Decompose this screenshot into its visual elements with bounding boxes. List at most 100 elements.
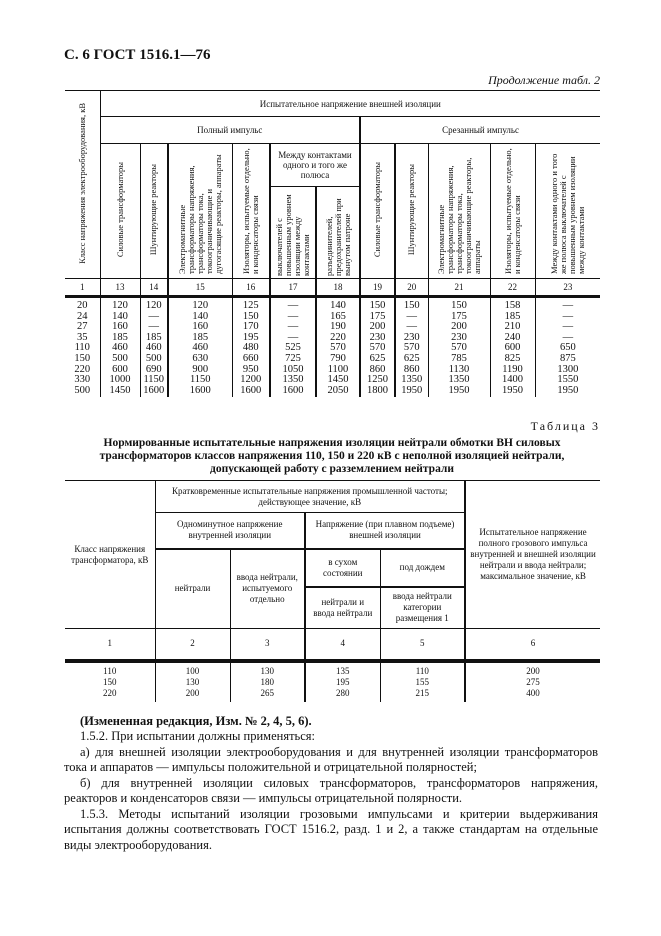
- table-cell: 785: [451, 352, 467, 364]
- table-cell: 130: [260, 665, 275, 676]
- table-cell: 160: [112, 321, 128, 333]
- table-cell: 220: [330, 331, 346, 343]
- table-cell: 1450: [109, 384, 131, 396]
- table-cell: 1550: [557, 374, 579, 386]
- table-cell: 200: [526, 665, 540, 676]
- table-cell: 1950: [502, 384, 523, 396]
- col-header-14: Шунтирующие реакторы: [139, 143, 168, 279]
- col-header-20: Шунтирующие реакторы: [394, 143, 428, 279]
- table-cell: 170: [242, 321, 259, 333]
- table-cell: 120: [192, 300, 209, 311]
- table-cell: 600: [112, 363, 128, 375]
- table-cell: 150: [451, 300, 467, 311]
- table-cell: 1000: [109, 374, 131, 386]
- between-contacts-header: Между контактами одного и того же полюса: [269, 143, 360, 187]
- full-impulse-header: Полный импульс: [99, 116, 360, 144]
- col-header-17: выключателей с повышенным уровнем изоляц…: [269, 186, 316, 279]
- table-cell: 195: [336, 676, 350, 687]
- table-cell: 185: [145, 331, 162, 343]
- table-cell: 400: [526, 687, 540, 698]
- table-cell: 950: [242, 363, 259, 375]
- table-cell: —: [287, 300, 299, 311]
- table-cell: 220: [74, 363, 91, 375]
- table-cell: 525: [285, 342, 301, 354]
- table-cell: 825: [504, 352, 521, 364]
- table-cell: 265: [260, 687, 275, 698]
- column-number: 21: [427, 278, 490, 297]
- table-cell: 480: [242, 342, 259, 354]
- table-cell: 1600: [240, 384, 262, 396]
- data-column: 110 150 220: [65, 661, 155, 702]
- table-cell: 20: [77, 300, 88, 311]
- column-number: 23: [534, 278, 601, 297]
- table-cell: 27: [77, 321, 88, 333]
- table-cell: 1350: [282, 374, 304, 386]
- neutral-header: нейтрали: [154, 548, 230, 629]
- table-cell: 24: [77, 310, 88, 322]
- table-cell: 690: [145, 363, 162, 375]
- table-cell: —: [562, 310, 574, 322]
- table-cell: 1150: [189, 374, 211, 386]
- table-cell: 1300: [557, 363, 579, 375]
- table-cell: 210: [504, 321, 521, 333]
- table-cell: 125: [242, 300, 259, 311]
- data-column: — — — —525 725 1050 1350 1600: [269, 296, 316, 397]
- table-cell: 1150: [143, 374, 165, 386]
- column-number: 19: [359, 278, 395, 297]
- table-continuation-label: Продолжение табл. 2: [488, 73, 600, 87]
- table-cell: 150: [403, 300, 420, 311]
- table-cell: 1100: [327, 363, 349, 375]
- data-column: 135 195 280: [304, 660, 380, 702]
- chopped-impulse-header: Срезанный импульс: [358, 116, 601, 144]
- paragraph-1-5-3: 1.5.3. Методы испытаний изоляции грозовы…: [64, 806, 598, 852]
- table-cell: 1950: [557, 384, 579, 396]
- rain-header: под дождем: [379, 548, 466, 588]
- table-cell: 1600: [143, 384, 165, 396]
- data-column: — — — —650 875 1300 1550 1950: [534, 296, 601, 397]
- group-header: Испытательное напряжение внешней изоляци…: [99, 90, 601, 117]
- table-cell: 215: [415, 687, 430, 698]
- table-cell: 230: [369, 331, 386, 343]
- table-cell: 1130: [448, 363, 470, 375]
- col-header-class: Класс напряжения электрооборудования, кВ: [76, 103, 87, 264]
- table-cell: 280: [336, 687, 350, 698]
- table-cell: 725: [285, 352, 301, 364]
- table-3-label: Таблица 3: [530, 419, 600, 433]
- table-cell: 1200: [240, 374, 262, 386]
- data-column: 120 140 160 185 460 500 600 1000 1450: [99, 296, 140, 397]
- table-cell: 460: [145, 342, 162, 354]
- table-cell: 230: [403, 331, 420, 343]
- table-cell: 500: [112, 352, 128, 364]
- col-header-15: Электромагнитные трансформаторы напряжен…: [167, 143, 232, 279]
- table-cell: 120: [145, 300, 162, 311]
- table-cell: 570: [330, 342, 346, 354]
- table-cell: 860: [369, 363, 386, 375]
- table-cell: 110: [74, 342, 90, 354]
- column-number: 1: [80, 282, 85, 292]
- table-cell: 150: [369, 300, 386, 311]
- data-column: 150 175 200 230 570 625 860 1250 1800: [359, 296, 395, 397]
- dry-header: в сухом состоянии: [304, 548, 380, 588]
- page-header: С. 6 ГОСТ 1516.1—76: [64, 47, 211, 63]
- table-cell: 500: [74, 384, 91, 396]
- table-cell: 195: [242, 331, 259, 343]
- column-number: 6: [464, 628, 601, 661]
- column-number: 2: [154, 628, 230, 661]
- data-column: 150 175 200 230 570 785 1130 1350 1950: [427, 296, 490, 397]
- column-number: 16: [231, 278, 270, 297]
- table-data-block: 110 150 220 100 130 200 130 180 265 135 195 280 110 1…: [65, 660, 601, 702]
- table-cell: —: [287, 331, 299, 343]
- col-header-18: разъединителей, предохранителей при выну…: [315, 186, 360, 279]
- neutral-and-bushing-header: нейтрали и ввода нейтрали: [304, 586, 380, 629]
- table-cell: —: [287, 310, 299, 322]
- table-cell: 460: [112, 342, 128, 354]
- column-number: 20: [394, 278, 428, 297]
- table-cell: 600: [504, 342, 521, 354]
- table-cell: 650: [559, 342, 576, 354]
- column-number: 4: [304, 628, 380, 661]
- table-cell: 460: [192, 342, 209, 354]
- table-cell: 200: [185, 687, 200, 698]
- data-column: 158 185 210 240 600 825 1190 1400 1950: [489, 296, 535, 397]
- table-cell: —: [406, 310, 418, 322]
